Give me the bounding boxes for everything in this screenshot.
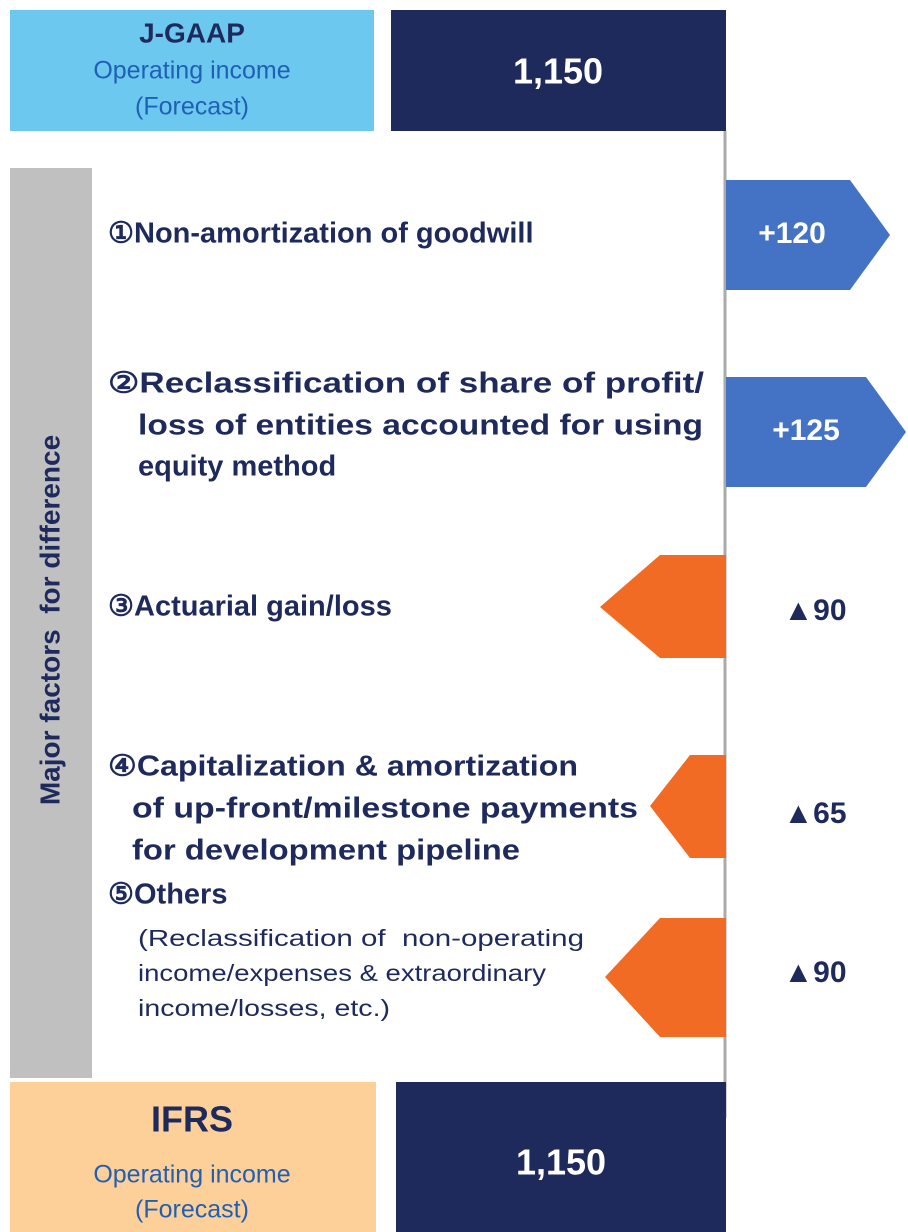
ifrs-line: Operating income <box>93 1161 290 1189</box>
item-title: equity method <box>138 451 336 483</box>
decrease-arrow <box>605 918 726 1037</box>
item-title: ③Actuarial gain/loss <box>108 591 392 623</box>
increase-arrow <box>726 180 890 290</box>
ifrs-value-box <box>396 1082 726 1232</box>
ifrs-box <box>10 1082 376 1232</box>
item-value: ▲65 <box>783 797 846 830</box>
decrease-arrow <box>600 555 726 658</box>
increase-arrow <box>726 377 906 487</box>
item-note: income/losses, etc.) <box>138 995 390 1021</box>
item-title: ②Reclassification of share of profit/ <box>108 368 704 400</box>
item-note: (Reclassification of non-operating <box>138 925 584 951</box>
ifrs-title: IFRS <box>151 1099 233 1140</box>
item-title: ④Capitalization & amortization <box>108 751 578 783</box>
item-title: ①Non-amortization of goodwill <box>108 218 534 250</box>
jgaap-title: J-GAAP <box>139 17 245 48</box>
decrease-arrow <box>650 755 726 858</box>
jgaap-box <box>10 10 374 131</box>
side-bar <box>10 168 92 1078</box>
item-value: +125 <box>772 414 840 447</box>
item-title: loss of entities accounted for using <box>138 410 703 442</box>
item-value: ▲90 <box>783 956 846 989</box>
item-title: for development pipeline <box>132 835 520 867</box>
ifrs-value: 1,150 <box>516 1142 606 1183</box>
item-title: of up-front/milestone payments <box>132 793 638 825</box>
item-value: ▲90 <box>783 594 846 627</box>
jgaap-line: (Forecast) <box>135 93 249 121</box>
side-label: Major factors for difference <box>34 435 65 805</box>
ifrs-line: (Forecast) <box>135 1196 249 1224</box>
jgaap-line: Operating income <box>93 57 290 85</box>
jgaap-value-box <box>391 10 726 131</box>
jgaap-value: 1,150 <box>513 51 603 92</box>
item-title: ⑤Others <box>108 879 227 911</box>
item-value: +120 <box>758 217 826 250</box>
item-note: income/expenses & extraordinary <box>138 960 547 986</box>
